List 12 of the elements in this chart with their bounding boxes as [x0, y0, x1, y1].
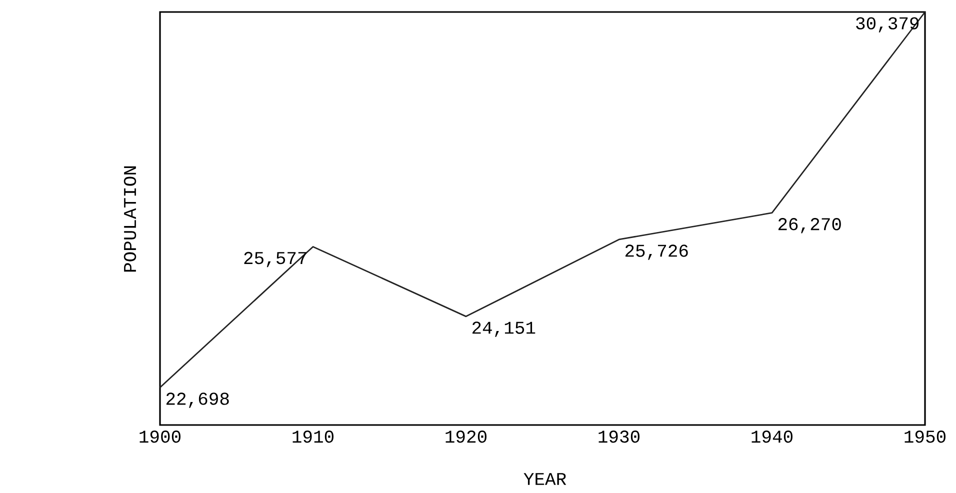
x-axis-title: YEAR: [524, 473, 566, 485]
data-label: 26,270: [778, 218, 841, 234]
x-tick-label: 1950: [904, 430, 946, 443]
x-tick-label: 1900: [140, 430, 180, 443]
data-label: 22,698: [166, 392, 229, 408]
y-axis-title: POPULATION: [124, 166, 136, 272]
x-tick-label: 1930: [598, 430, 640, 443]
x-tick-label: 1910: [292, 430, 334, 443]
data-label: 25,726: [625, 244, 688, 260]
data-label: 24,151: [472, 322, 536, 337]
x-tick-label: 1940: [752, 430, 792, 443]
x-tick-label: 1920: [446, 430, 486, 443]
